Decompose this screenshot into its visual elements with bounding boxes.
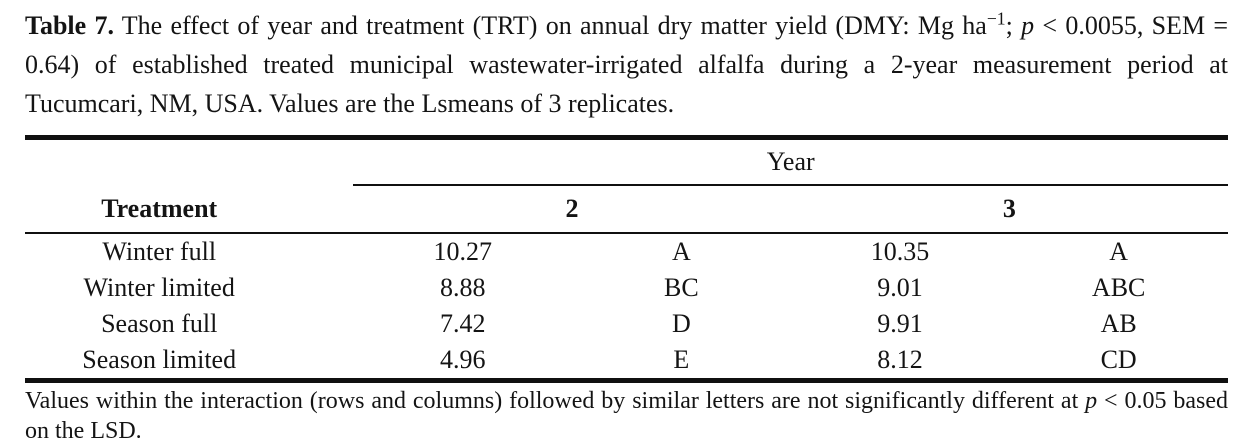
year-group-row: Year bbox=[25, 137, 1228, 186]
caption-text-1: The effect of year and treatment (TRT) o… bbox=[113, 11, 987, 40]
dmy-value-cell: 8.88 bbox=[439, 273, 486, 302]
table-row-season-full: Season full 7.42 D 9.91 AB bbox=[25, 306, 1228, 342]
table-row-winter-full: Winter full 10.27 A 10.35 A bbox=[25, 233, 1228, 270]
year-2-column-header: 2 bbox=[353, 185, 791, 234]
caption-text-3: < 0.0055, SEM = 0.64) of established tre… bbox=[25, 11, 1228, 118]
sig-letters-cell: A bbox=[671, 237, 691, 266]
table-row-season-limited: Season limited 4.96 E 8.12 CD bbox=[25, 342, 1228, 381]
sig-letters-cell: D bbox=[671, 309, 691, 338]
treatment-cell: Season limited bbox=[82, 345, 237, 374]
footnote-p-symbol: p bbox=[1085, 388, 1098, 414]
table-caption: Table 7. The effect of year and treatmen… bbox=[25, 6, 1228, 123]
dmy-value-cell: 7.42 bbox=[439, 309, 486, 338]
sig-letters-cell: ABC bbox=[1091, 273, 1146, 302]
year-group-header: Year bbox=[353, 137, 1228, 186]
treatment-cell: Winter full bbox=[102, 237, 217, 266]
sig-letters-cell: BC bbox=[664, 273, 699, 302]
results-table: Year Treatment 2 3 Winter full 10.27 A 1… bbox=[25, 135, 1228, 383]
treatment-cell: Season full bbox=[101, 309, 218, 338]
year-3-column-header: 3 bbox=[790, 185, 1228, 234]
dmy-value-cell: 10.35 bbox=[870, 237, 930, 266]
dmy-value-cell: 4.96 bbox=[439, 345, 486, 374]
caption-text-2: ; bbox=[1005, 11, 1022, 40]
caption-p-symbol: p bbox=[1021, 11, 1035, 40]
footnote-text-1: Values within the interaction (rows and … bbox=[25, 388, 1086, 414]
sig-letters-cell: CD bbox=[1100, 345, 1137, 374]
empty-stub-cell bbox=[25, 138, 353, 186]
sig-letters-cell: E bbox=[673, 345, 690, 374]
sig-letters-cell: A bbox=[1109, 237, 1129, 266]
caption-label: Table 7. bbox=[25, 11, 114, 40]
dmy-value-cell: 9.01 bbox=[877, 273, 923, 302]
dmy-value-cell: 8.12 bbox=[877, 345, 923, 374]
column-header-row: Treatment 2 3 bbox=[25, 185, 1228, 234]
table-footnote: Values within the interaction (rows and … bbox=[25, 386, 1228, 446]
dmy-value-cell: 10.27 bbox=[433, 237, 492, 266]
caption-superscript: −1 bbox=[986, 8, 1006, 29]
sig-letters-cell: AB bbox=[1100, 309, 1137, 338]
table-row-winter-limited: Winter limited 8.88 BC 9.01 ABC bbox=[25, 270, 1228, 306]
treatment-cell: Winter limited bbox=[83, 273, 235, 302]
footnote-text-2: < 0.05 based on the LSD. bbox=[25, 388, 1228, 444]
dmy-value-cell: 9.91 bbox=[877, 309, 923, 338]
treatment-column-header: Treatment bbox=[25, 185, 354, 234]
